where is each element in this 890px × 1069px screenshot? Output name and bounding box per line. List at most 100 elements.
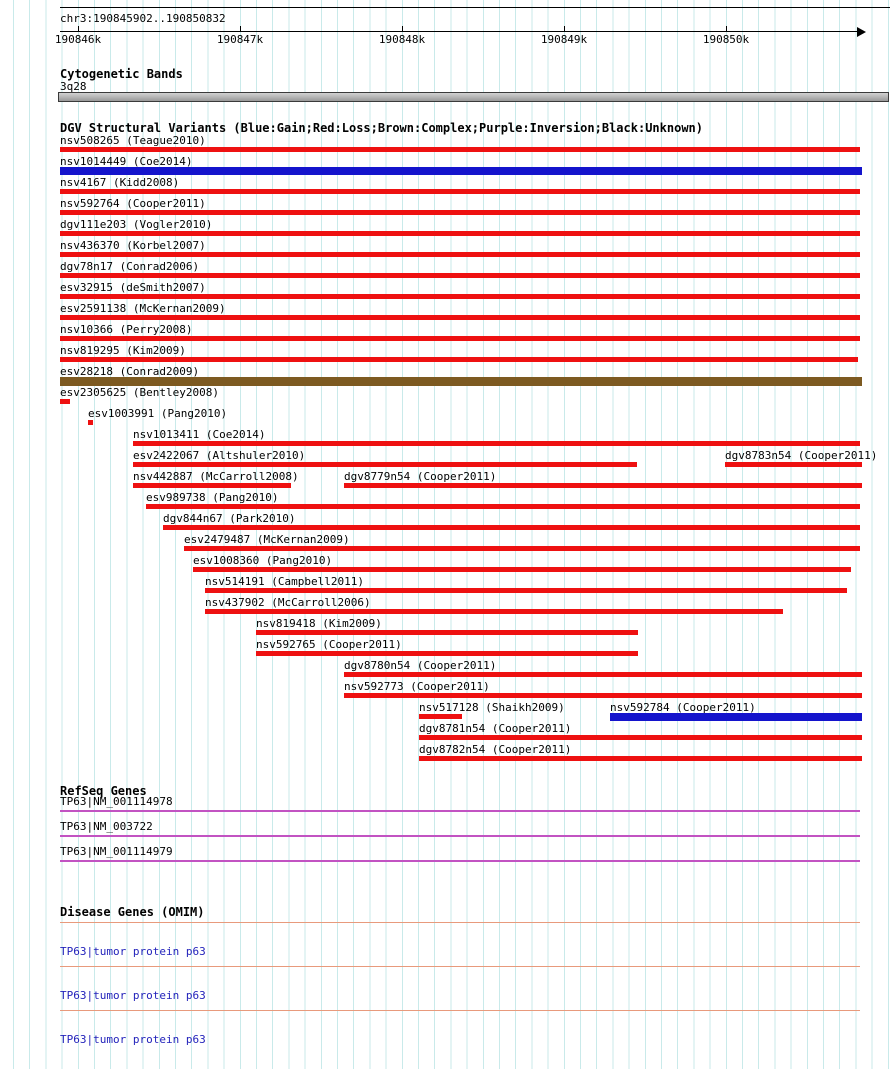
variant-bar[interactable] <box>133 441 860 446</box>
omim-gene-line[interactable] <box>60 922 860 923</box>
variant-row: dgv8782n54 (Cooper2011) <box>0 743 890 764</box>
variant-bar[interactable] <box>725 462 862 467</box>
omim-heading: Disease Genes (OMIM) <box>60 905 205 919</box>
variant-bar[interactable] <box>60 336 860 341</box>
variant-label: nsv517128 (Shaikh2009) <box>419 701 565 714</box>
variant-bar[interactable] <box>419 756 862 761</box>
variant-row: esv2305625 (Bentley2008) <box>0 386 890 407</box>
variant-bar[interactable] <box>256 651 638 656</box>
refseq-gene-row: TP63|NM_001114978 <box>0 795 890 820</box>
omim-gene-row: TP63|tumor protein p63 <box>0 1006 890 1050</box>
variant-bar[interactable] <box>344 672 862 677</box>
top-border-line <box>60 7 890 8</box>
variant-row: nsv437902 (McCarroll2006) <box>0 596 890 617</box>
variant-bar[interactable] <box>88 420 93 425</box>
variant-label: nsv592784 (Cooper2011) <box>610 701 756 714</box>
ruler-tick-label: 190850k <box>702 33 750 46</box>
variant-row: dgv8781n54 (Cooper2011) <box>0 722 890 743</box>
refseq-gene-row: TP63|NM_003722 <box>0 820 890 845</box>
variant-bar[interactable] <box>610 713 862 721</box>
variant-bar[interactable] <box>133 483 291 488</box>
variant-bar[interactable] <box>60 231 860 236</box>
variant-row: nsv1013411 (Coe2014) <box>0 428 890 449</box>
refseq-gene-label: TP63|NM_003722 <box>60 820 153 833</box>
variant-bar[interactable] <box>60 294 860 299</box>
variant-bar[interactable] <box>60 377 862 386</box>
variant-bar[interactable] <box>60 399 70 404</box>
variant-bar[interactable] <box>184 546 860 551</box>
variant-bar[interactable] <box>60 189 860 194</box>
variant-label: esv28218 (Conrad2009) <box>60 365 200 378</box>
variant-row: nsv819418 (Kim2009) <box>0 617 890 638</box>
variant-row: nsv508265 (Teague2010) <box>0 134 890 155</box>
variant-label: nsv442887 (McCarroll2008) <box>133 470 299 483</box>
variant-bar[interactable] <box>344 693 862 698</box>
variant-bar[interactable] <box>205 588 847 593</box>
ruler-line <box>60 31 859 32</box>
variant-label: nsv592765 (Cooper2011) <box>256 638 402 651</box>
variant-bar[interactable] <box>60 147 860 152</box>
variant-label: nsv4167 (Kidd2008) <box>60 176 180 189</box>
variant-bar[interactable] <box>205 609 783 614</box>
variant-bar[interactable] <box>133 462 637 467</box>
ruler-tick: 190850k <box>703 26 749 46</box>
region-label: chr3:190845902..190850832 <box>60 12 226 25</box>
variant-label: nsv514191 (Campbell2011) <box>205 575 364 588</box>
variant-bar[interactable] <box>60 357 858 362</box>
refseq-gene-label: TP63|NM_001114978 <box>60 795 173 808</box>
variant-label: esv1003991 (Pang2010) <box>88 407 228 420</box>
variant-label: dgv8783n54 (Cooper2011) <box>725 449 878 462</box>
omim-gene-label: TP63|tumor protein p63 <box>60 1033 206 1046</box>
variant-bar[interactable] <box>60 167 862 175</box>
omim-gene-line[interactable] <box>60 1010 860 1011</box>
refseq-gene-label: TP63|NM_001114979 <box>60 845 173 858</box>
variant-row: nsv10366 (Perry2008) <box>0 323 890 344</box>
ruler-arrow-icon <box>857 27 866 37</box>
omim-gene-label: TP63|tumor protein p63 <box>60 945 206 958</box>
ruler-ticks: 190846k 190847k 190848k 190849k 190850k <box>0 0 890 52</box>
variant-row: nsv436370 (Korbel2007) <box>0 239 890 260</box>
ruler-tick: 190846k <box>55 26 101 46</box>
refseq-gene-line[interactable] <box>60 860 860 862</box>
variant-label: esv1008360 (Pang2010) <box>193 554 333 567</box>
variant-bar[interactable] <box>419 735 862 740</box>
variant-row: nsv819295 (Kim2009) <box>0 344 890 365</box>
variant-row: nsv517128 (Shaikh2009) nsv592784 (Cooper2… <box>0 701 890 722</box>
variant-label: nsv1013411 (Coe2014) <box>133 428 266 441</box>
variant-label: esv32915 (deSmith2007) <box>60 281 206 294</box>
ruler-tick-label: 190847k <box>216 33 264 46</box>
variant-bar[interactable] <box>60 273 860 278</box>
refseq-gene-line[interactable] <box>60 835 860 837</box>
omim-gene-row: TP63|tumor protein p63 <box>0 962 890 1006</box>
cytoband-bar <box>58 92 889 102</box>
ruler-tick-label: 190846k <box>54 33 102 46</box>
cytoband-name: 3q28 <box>60 80 87 93</box>
variant-bar[interactable] <box>344 483 862 488</box>
cytobands-heading: Cytogenetic Bands <box>60 67 183 81</box>
omim-gene-line[interactable] <box>60 966 860 967</box>
variant-bar[interactable] <box>256 630 638 635</box>
variant-row: esv1008360 (Pang2010) <box>0 554 890 575</box>
variant-row: nsv4167 (Kidd2008) <box>0 176 890 197</box>
variant-label: esv2591138 (McKernan2009) <box>60 302 226 315</box>
variant-bar[interactable] <box>60 315 860 320</box>
variant-row: esv1003991 (Pang2010) <box>0 407 890 428</box>
refseq-gene-line[interactable] <box>60 810 860 812</box>
variant-bar[interactable] <box>60 252 860 257</box>
dgv-heading: DGV Structural Variants (Blue:Gain;Red:L… <box>60 121 703 135</box>
variant-label: nsv592764 (Cooper2011) <box>60 197 206 210</box>
variant-row: esv989738 (Pang2010) <box>0 491 890 512</box>
variant-label: nsv436370 (Korbel2007) <box>60 239 206 252</box>
variant-label: nsv819418 (Kim2009) <box>256 617 382 630</box>
ruler-tick: 190849k <box>541 26 587 46</box>
variant-bar[interactable] <box>419 714 462 719</box>
variant-row: esv2422067 (Altshuler2010) dgv8783n54 (Co… <box>0 449 890 470</box>
variant-row: esv32915 (deSmith2007) <box>0 281 890 302</box>
variant-bar[interactable] <box>146 504 860 509</box>
omim-gene-label: TP63|tumor protein p63 <box>60 989 206 1002</box>
ruler-tick-label: 190848k <box>378 33 426 46</box>
variant-bar[interactable] <box>163 525 860 530</box>
variant-bar[interactable] <box>60 210 860 215</box>
variant-bar[interactable] <box>193 567 851 572</box>
